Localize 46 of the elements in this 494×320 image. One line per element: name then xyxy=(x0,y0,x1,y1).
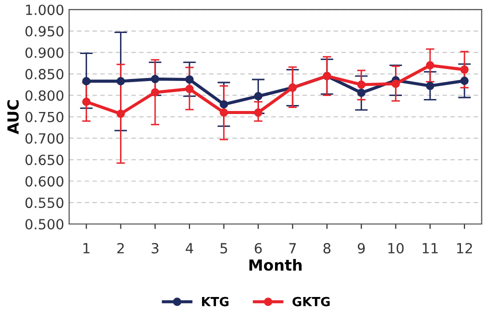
legend-label: GKTG xyxy=(292,296,330,306)
point xyxy=(220,108,228,117)
y-tick-label: 0.850 xyxy=(25,68,64,80)
x-tick-label: 9 xyxy=(358,242,365,254)
y-tick-label: 0.800 xyxy=(25,90,64,101)
x-tick-label: 8 xyxy=(323,242,330,254)
point xyxy=(426,82,434,90)
x-axis-title: Month xyxy=(249,258,302,271)
x-tick-label: 3 xyxy=(152,242,158,254)
y-tick-label: 0.650 xyxy=(25,154,64,166)
point xyxy=(220,100,228,109)
x-tick-label: 4 xyxy=(186,243,194,254)
y-tick-label: 1.000 xyxy=(26,4,64,16)
y-tick-label: 0.550 xyxy=(25,198,64,208)
y-axis-title: AUC xyxy=(7,100,19,134)
point xyxy=(357,80,366,89)
point xyxy=(150,88,160,97)
x-tick-label: 6 xyxy=(254,242,262,254)
point xyxy=(357,88,366,97)
x-tick-label: 10 xyxy=(388,242,404,254)
point xyxy=(254,108,262,117)
x-tick-label: 2 xyxy=(117,242,124,254)
point xyxy=(460,76,469,85)
x-tick-label: 5 xyxy=(220,243,228,254)
x-tick-label: 11 xyxy=(422,243,438,254)
x-tick-label: 1 xyxy=(83,243,90,254)
point xyxy=(426,61,434,70)
point xyxy=(116,77,125,86)
point xyxy=(254,92,262,100)
point xyxy=(82,98,91,106)
point xyxy=(392,80,400,88)
point xyxy=(82,77,91,86)
x-tick-label: 7 xyxy=(289,243,296,254)
y-tick-label: 0.500 xyxy=(25,218,64,230)
point xyxy=(150,74,160,84)
point xyxy=(460,65,469,74)
x-tick-label: 12 xyxy=(457,242,472,254)
y-tick-label: 0.700 xyxy=(25,133,64,144)
y-tick-label: 0.600 xyxy=(25,176,64,187)
y-tick-label: 0.950 xyxy=(25,26,64,37)
legend-label: KTG xyxy=(202,296,228,306)
y-tick-label: 0.900 xyxy=(25,47,64,58)
point xyxy=(185,84,194,94)
point xyxy=(116,110,125,118)
point xyxy=(185,75,194,84)
y-tick-label: 0.750 xyxy=(25,112,64,122)
